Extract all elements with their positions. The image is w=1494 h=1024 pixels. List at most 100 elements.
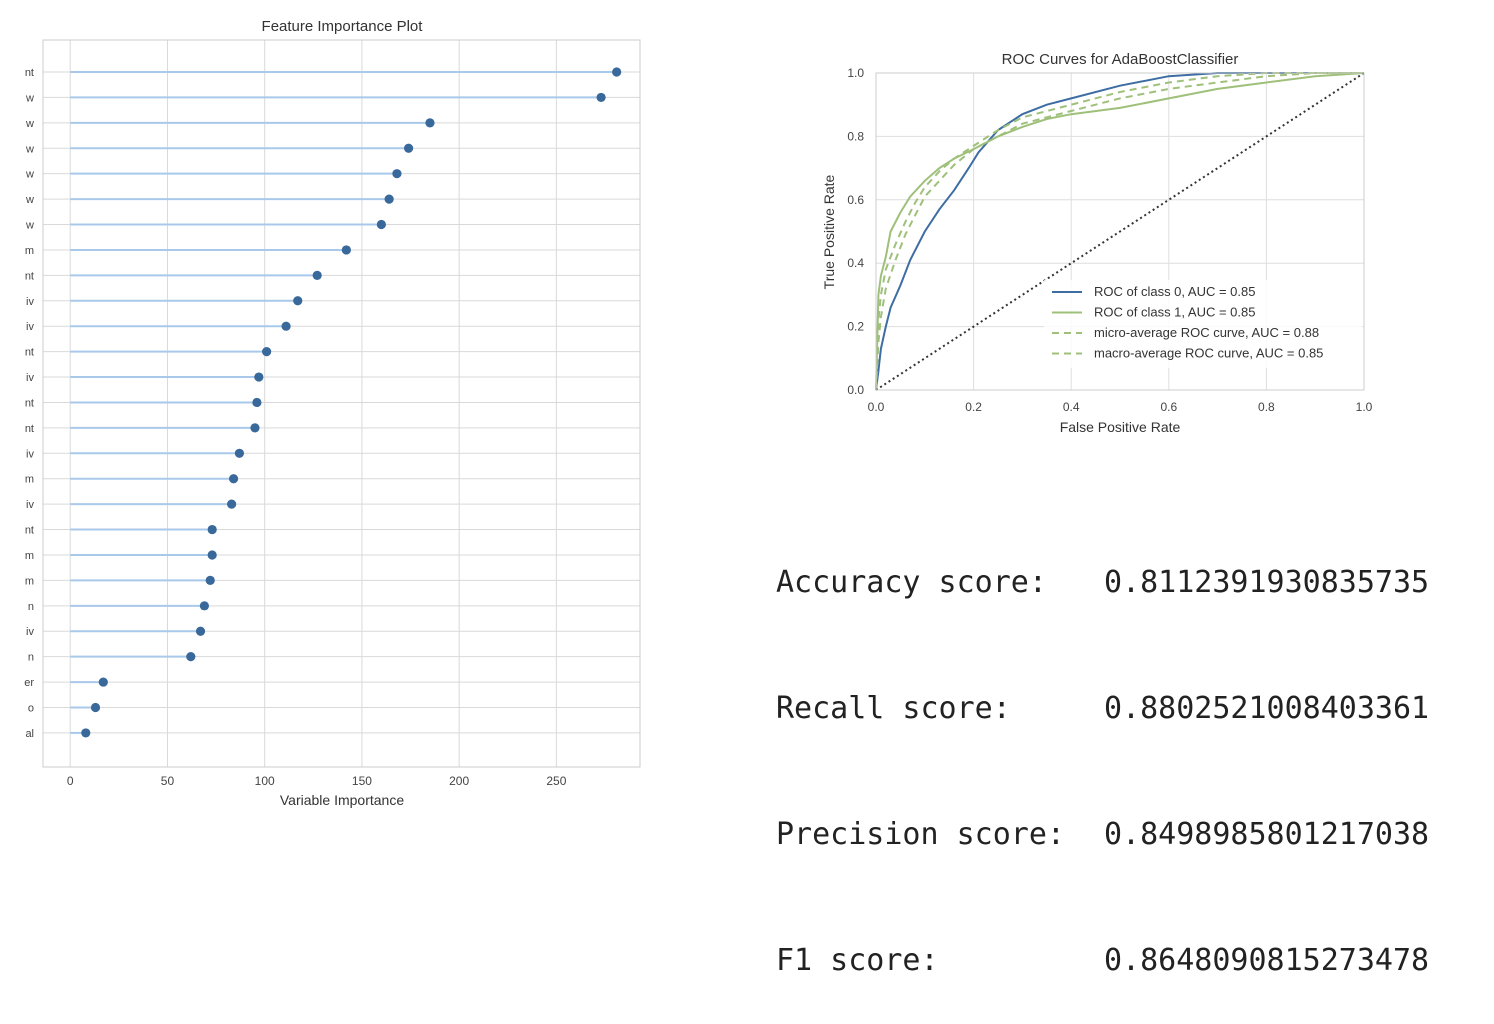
fi-x-tick-label: 100 bbox=[255, 774, 275, 788]
fi-point bbox=[90, 702, 101, 713]
roc-series-line bbox=[875, 72, 1365, 391]
fi-category-label: n bbox=[28, 652, 34, 664]
roc-x-tick-label: 1.0 bbox=[1356, 400, 1373, 414]
fi-point bbox=[341, 245, 351, 255]
fi-x-tick-label: 0 bbox=[67, 774, 74, 788]
roc-y-tick-label: 1.0 bbox=[847, 66, 864, 80]
fi-category-label: w bbox=[25, 194, 34, 206]
metric-row-accuracy: Accuracy score: 0.8112391930835735 bbox=[776, 562, 1429, 604]
fi-point bbox=[195, 626, 206, 636]
fi-point bbox=[596, 92, 606, 103]
fi-category-label: m bbox=[25, 575, 34, 587]
roc-x-tick-label: 0.4 bbox=[1063, 400, 1080, 414]
fi-point bbox=[262, 347, 272, 357]
fi-category-label: iv bbox=[26, 372, 34, 384]
roc-chart: ROC Curves for AdaBoostClassifier 0.0 0.2… bbox=[821, 51, 1373, 435]
fi-plot-frame bbox=[42, 39, 641, 768]
fi-category-label: iv bbox=[26, 499, 34, 511]
fi-x-ticks: 0 50 100 150 200 250 bbox=[67, 774, 567, 788]
roc-legend-label: micro-average ROC curve, AUC = 0.88 bbox=[1094, 325, 1319, 340]
fi-point bbox=[612, 67, 622, 77]
fi-category-label: o bbox=[28, 703, 34, 715]
roc-legend-label: macro-average ROC curve, AUC = 0.85 bbox=[1094, 346, 1323, 361]
fi-category-label: er bbox=[24, 677, 34, 689]
fi-point bbox=[384, 194, 394, 204]
roc-y-tick-label: 0.0 bbox=[847, 383, 864, 397]
roc-chart-title: ROC Curves for AdaBoostClassifier bbox=[1002, 51, 1239, 68]
metric-label: F1 score: bbox=[776, 943, 939, 978]
roc-x-tick-label: 0.8 bbox=[1258, 400, 1275, 414]
fi-category-label: al bbox=[25, 728, 34, 740]
roc-y-tick-label: 0.8 bbox=[847, 129, 864, 143]
fi-point bbox=[227, 499, 237, 509]
metrics-panel: Accuracy score: 0.8112391930835735 Recall… bbox=[776, 478, 1429, 1024]
fi-point bbox=[281, 321, 291, 331]
fi-point bbox=[254, 372, 264, 382]
fi-category-label: nt bbox=[25, 67, 34, 79]
fi-category-label: m bbox=[25, 474, 34, 486]
fi-category-label: w bbox=[25, 169, 34, 181]
roc-legend-label: ROC of class 1, AUC = 0.85 bbox=[1094, 305, 1255, 320]
fi-category-label: nt bbox=[25, 525, 34, 537]
roc-series-line bbox=[875, 72, 1364, 391]
fi-category-label: iv bbox=[26, 321, 34, 333]
metric-label: Accuracy score: bbox=[776, 565, 1047, 600]
roc-series-line bbox=[875, 72, 1364, 391]
fi-category-label: w bbox=[25, 143, 34, 155]
roc-y-axis-label: True Positive Rate bbox=[821, 174, 837, 289]
fi-category-label: nt bbox=[25, 397, 34, 409]
fi-point bbox=[312, 270, 322, 280]
fi-point bbox=[293, 296, 303, 306]
metric-value: 0.8112391930835735 bbox=[1104, 565, 1430, 600]
fi-x-tick-label: 150 bbox=[352, 774, 372, 788]
fi-point bbox=[376, 219, 386, 230]
roc-series-line bbox=[875, 72, 1364, 391]
fi-x-axis-label: Variable Importance bbox=[280, 792, 404, 808]
fi-lollipops bbox=[70, 67, 622, 738]
roc-legend: ROC of class 0, AUC = 0.85 ROC of class 1… bbox=[1044, 280, 1362, 368]
fi-category-label: nt bbox=[25, 423, 34, 435]
feature-importance-chart: Feature Importance Plot nt w w w w w w m nt iv iv n… bbox=[24, 18, 641, 808]
fi-point bbox=[252, 397, 262, 408]
roc-x-tick-label: 0.6 bbox=[1160, 400, 1177, 414]
metric-row-recall: Recall score: 0.8802521008403361 bbox=[776, 688, 1429, 730]
fi-category-label: m bbox=[25, 550, 34, 562]
roc-y-tick-label: 0.2 bbox=[847, 320, 864, 334]
roc-curves bbox=[875, 72, 1365, 391]
fi-chart-title: Feature Importance Plot bbox=[262, 18, 424, 35]
fi-point bbox=[205, 575, 215, 586]
fi-point bbox=[81, 728, 91, 738]
roc-y-tick-label: 0.6 bbox=[847, 193, 864, 207]
metric-value: 0.8648090815273478 bbox=[1104, 943, 1430, 978]
roc-x-tick-label: 0.2 bbox=[965, 400, 982, 414]
metric-value: 0.8802521008403361 bbox=[1104, 691, 1430, 726]
roc-x-axis-label: False Positive Rate bbox=[1060, 419, 1181, 435]
fi-category-label: iv bbox=[26, 448, 34, 460]
metric-label: Precision score: bbox=[776, 817, 1065, 852]
fi-point bbox=[425, 118, 435, 128]
fi-point bbox=[250, 423, 260, 433]
fi-point bbox=[98, 677, 108, 687]
fi-category-label: nt bbox=[25, 270, 34, 282]
roc-y-ticks: 0.0 0.2 0.4 0.6 0.8 1.0 bbox=[847, 66, 864, 397]
fi-category-labels: nt w w w w w w m nt iv iv nt iv nt nt iv m iv nt m m n iv n er o a… bbox=[24, 67, 34, 740]
metric-row-f1: F1 score: 0.8648090815273478 bbox=[776, 940, 1429, 982]
fi-point bbox=[207, 524, 217, 535]
metric-row-precision: Precision score: 0.8498985801217038 bbox=[776, 814, 1429, 856]
fi-x-tick-label: 250 bbox=[546, 774, 566, 788]
fi-point bbox=[207, 550, 217, 560]
roc-legend-box bbox=[1044, 280, 1362, 368]
fi-category-label: w bbox=[25, 220, 34, 232]
roc-x-tick-label: 0.0 bbox=[868, 400, 885, 414]
fi-point bbox=[186, 652, 196, 662]
fi-category-label: m bbox=[25, 245, 34, 257]
fi-category-label: nt bbox=[25, 347, 34, 359]
fi-point bbox=[199, 601, 210, 611]
fi-point bbox=[403, 143, 414, 153]
metric-value: 0.8498985801217038 bbox=[1104, 817, 1430, 852]
roc-x-ticks: 0.0 0.2 0.4 0.6 0.8 1.0 bbox=[868, 400, 1373, 414]
fi-point bbox=[228, 474, 239, 484]
fi-category-label: w bbox=[25, 118, 34, 130]
fi-category-label: w bbox=[25, 92, 34, 104]
roc-y-tick-label: 0.4 bbox=[847, 256, 864, 270]
